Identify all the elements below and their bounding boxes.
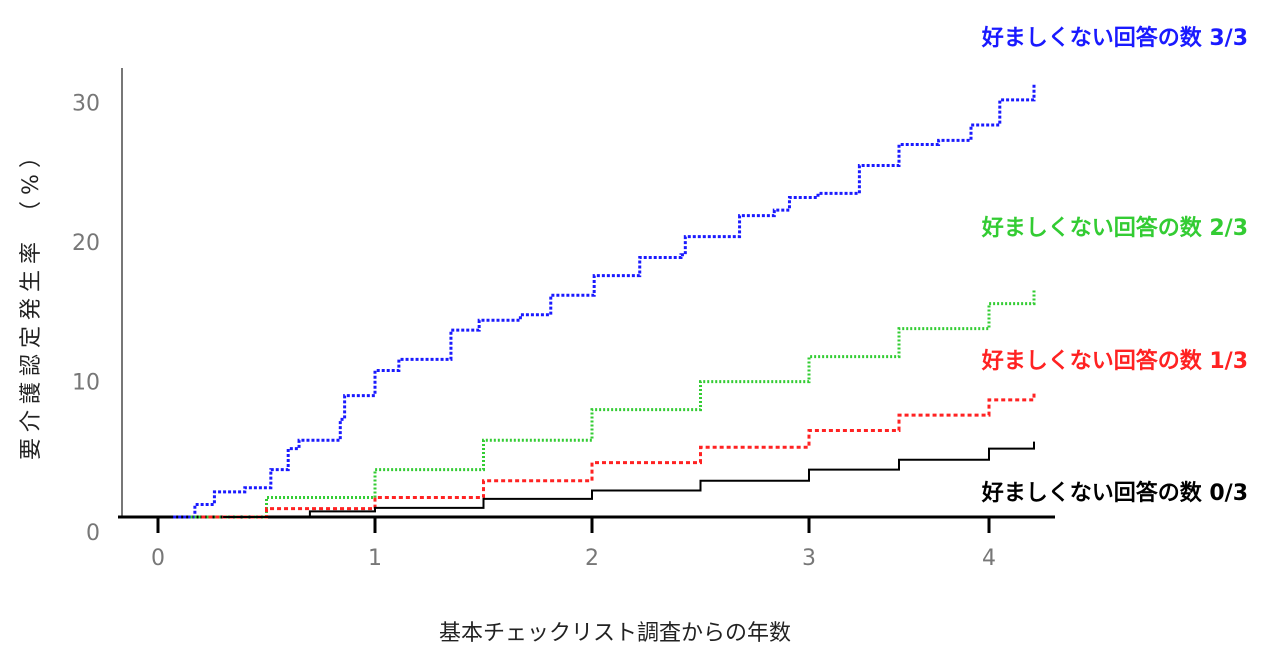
- series-group: [173, 84, 1036, 519]
- y-tick-label: 0: [86, 521, 100, 546]
- series-label-0: 好ましくない回答の数 3/3: [981, 25, 1248, 51]
- x-tick-label: 3: [802, 546, 816, 571]
- y-tick-label: 20: [72, 231, 100, 256]
- series-line-2: [201, 392, 1036, 519]
- x-tick-label: 1: [368, 546, 382, 571]
- x-tick-label: 4: [982, 546, 996, 571]
- series-labels: 好ましくない回答の数 3/3 好ましくない回答の数 2/3 好ましくない回答の数 1…: [981, 25, 1248, 506]
- x-tick-label: 0: [151, 546, 165, 571]
- x-axis-label: 基本チェックリスト調査からの年数: [439, 621, 791, 646]
- y-tick-label: 10: [72, 371, 100, 396]
- x-tick-label: 2: [585, 546, 599, 571]
- series-line-1: [190, 289, 1036, 519]
- series-label-2: 好ましくない回答の数 1/3: [981, 348, 1248, 374]
- y-tick-label: 30: [72, 92, 100, 117]
- series-line-0: [173, 84, 1036, 519]
- series-label-3: 好ましくない回答の数 0/3: [981, 480, 1248, 506]
- series-line-3: [223, 441, 1035, 518]
- y-axis-label: 要介護認定発生率 （%）: [19, 140, 44, 460]
- series-label-1: 好ましくない回答の数 2/3: [981, 215, 1248, 241]
